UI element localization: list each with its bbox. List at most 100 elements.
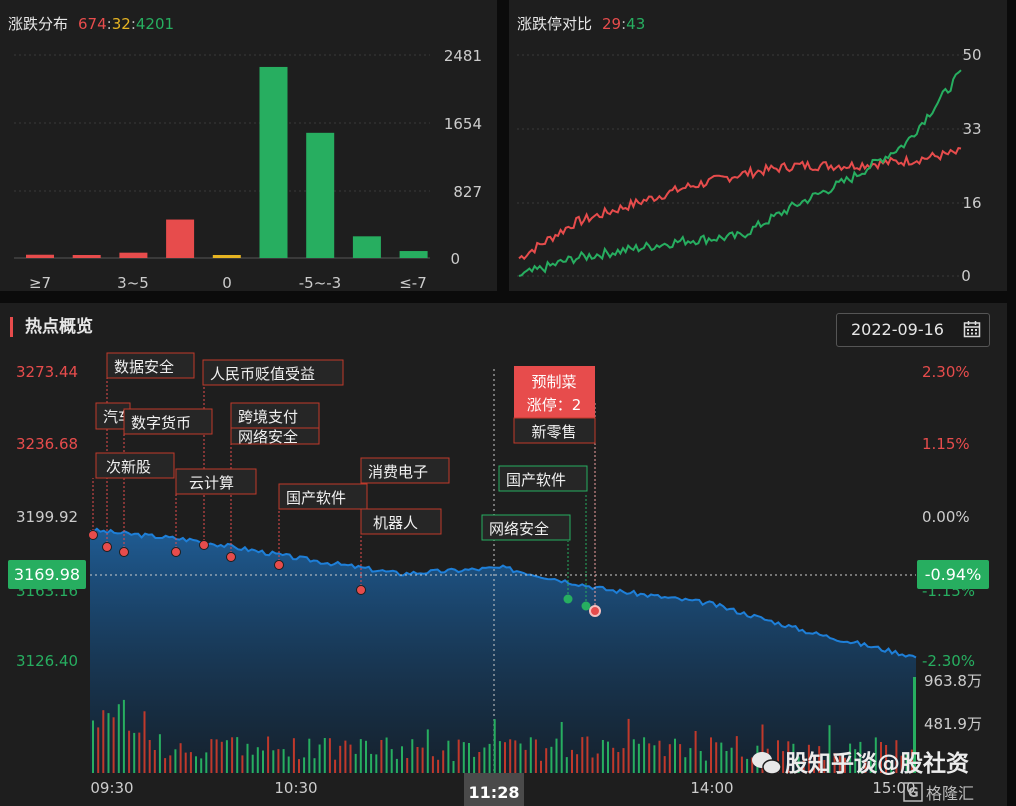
- volume-bar: [462, 742, 465, 773]
- up-count: 674: [78, 15, 107, 33]
- volume-bar: [323, 738, 326, 773]
- tag-consumer-electronics[interactable]: [360, 457, 450, 484]
- tag-robot[interactable]: [360, 508, 442, 535]
- crosshair-time-badge: [464, 773, 524, 806]
- volume-bar: [468, 743, 470, 773]
- volume-bar: [107, 713, 110, 773]
- svg-text:机器人: 机器人: [373, 514, 418, 532]
- volume-bar: [148, 740, 151, 773]
- volume-bar: [437, 759, 440, 773]
- dist-ytick-3: 0: [450, 250, 460, 268]
- time-label-1: 10:30: [274, 779, 317, 797]
- volume-bar: [292, 738, 295, 773]
- tag-domestic-software-1[interactable]: [278, 483, 368, 510]
- event-dot[interactable]: [226, 552, 236, 562]
- limit-title: 涨跌停对比: [517, 15, 593, 33]
- distribution-bar: [352, 236, 381, 258]
- volume-bar: [910, 749, 913, 773]
- volume-bar: [236, 737, 239, 773]
- volume-bar: [751, 757, 754, 773]
- distribution-bar: [259, 66, 288, 259]
- volume-bar: [746, 758, 749, 773]
- event-dot-green[interactable]: [563, 594, 573, 604]
- volume-bar: [231, 737, 234, 773]
- volume-bar: [792, 743, 795, 773]
- volume-bar: [787, 741, 790, 773]
- date-picker[interactable]: 2022-09-16: [836, 313, 990, 347]
- volume-bar: [282, 749, 285, 773]
- tag-domestic-software-2[interactable]: [498, 465, 588, 492]
- volume-bar: [869, 756, 872, 773]
- volume-bar: [189, 752, 192, 773]
- volume-bar: [540, 760, 542, 773]
- volume-bar: [164, 758, 167, 773]
- volume-bar: [880, 742, 882, 773]
- volume-bar: [504, 742, 506, 773]
- volume-bar: [586, 736, 589, 773]
- volume-bar: [195, 756, 197, 773]
- volume-bar: [895, 740, 898, 773]
- hotspot-panel: 热点概览 2022-09-16 3273.44 3236.68 3199.92 …: [0, 303, 1007, 806]
- volume-bar: [591, 757, 594, 773]
- current-pct: -0.94%: [925, 565, 982, 584]
- volume-bar: [442, 750, 445, 773]
- hotspot-title: 热点概览: [10, 317, 93, 337]
- calendar-icon[interactable]: [963, 320, 981, 338]
- svg-text:数据安全: 数据安全: [114, 358, 174, 376]
- tag-rmb-depreciation[interactable]: [202, 359, 344, 386]
- tag-digital-currency[interactable]: [123, 408, 213, 435]
- distribution-title-row: 涨跌分布 674:32:4201: [8, 15, 175, 33]
- volume-bar: [725, 751, 728, 773]
- svg-text:网络安全: 网络安全: [489, 520, 549, 538]
- tag-prepared-food[interactable]: [514, 366, 595, 418]
- volume-bar: [169, 755, 172, 773]
- distribution-bar: [306, 132, 335, 258]
- volume-bar: [555, 738, 558, 773]
- volume-bar: [761, 724, 764, 773]
- current-price-badge: [8, 560, 86, 589]
- event-dot[interactable]: [102, 542, 112, 552]
- volume-bar: [92, 720, 94, 773]
- event-dot[interactable]: [88, 530, 98, 540]
- volume-bar: [694, 731, 697, 773]
- distribution-title: 涨跌分布: [8, 15, 69, 33]
- event-dot[interactable]: [356, 585, 366, 595]
- pct-tick-0: 2.30%: [922, 363, 970, 381]
- tag-cross-border-payment[interactable]: [230, 402, 320, 429]
- volume-bar: [174, 749, 177, 773]
- dist-ytick-0: 2481: [444, 47, 482, 65]
- volume-bar: [565, 757, 568, 773]
- tag-new-retail[interactable]: [513, 417, 596, 444]
- tag-cloud[interactable]: [175, 468, 257, 495]
- tag-network-security-2[interactable]: [481, 514, 571, 541]
- volume-bar: [874, 737, 877, 773]
- volume-bar: [251, 754, 254, 773]
- dist-xlabel-4: ≤-7: [399, 274, 427, 291]
- volume-bar: [287, 756, 290, 773]
- limit-ytick-3: 0: [961, 267, 971, 285]
- limit-up-count: 29: [602, 15, 622, 33]
- selected-event-dot[interactable]: [589, 605, 601, 617]
- volume-bar: [498, 741, 501, 773]
- volume-bar: [807, 744, 810, 773]
- event-dot-green[interactable]: [581, 601, 591, 611]
- volume-bar: [730, 747, 733, 773]
- event-dot[interactable]: [199, 540, 209, 550]
- event-dot[interactable]: [171, 547, 181, 557]
- distribution-bar: [166, 219, 195, 258]
- svg-text:人民币贬值受益: 人民币贬值受益: [210, 365, 315, 383]
- volume-bar: [838, 755, 841, 773]
- volume-bar: [617, 752, 620, 773]
- tag-data-security[interactable]: [106, 352, 195, 379]
- volume-bar: [138, 732, 141, 773]
- distribution-bar: [212, 255, 241, 258]
- tag-new-stock[interactable]: [95, 452, 175, 479]
- event-dot[interactable]: [274, 560, 284, 570]
- svg-text:国产软件: 国产软件: [506, 471, 566, 489]
- event-dot[interactable]: [119, 547, 129, 557]
- volume-bar: [668, 744, 671, 773]
- volume-bar: [627, 718, 630, 773]
- volume-bar: [710, 737, 712, 773]
- volume-bar: [277, 749, 280, 773]
- limit-compare-chart: 50 33 16 0: [517, 46, 982, 285]
